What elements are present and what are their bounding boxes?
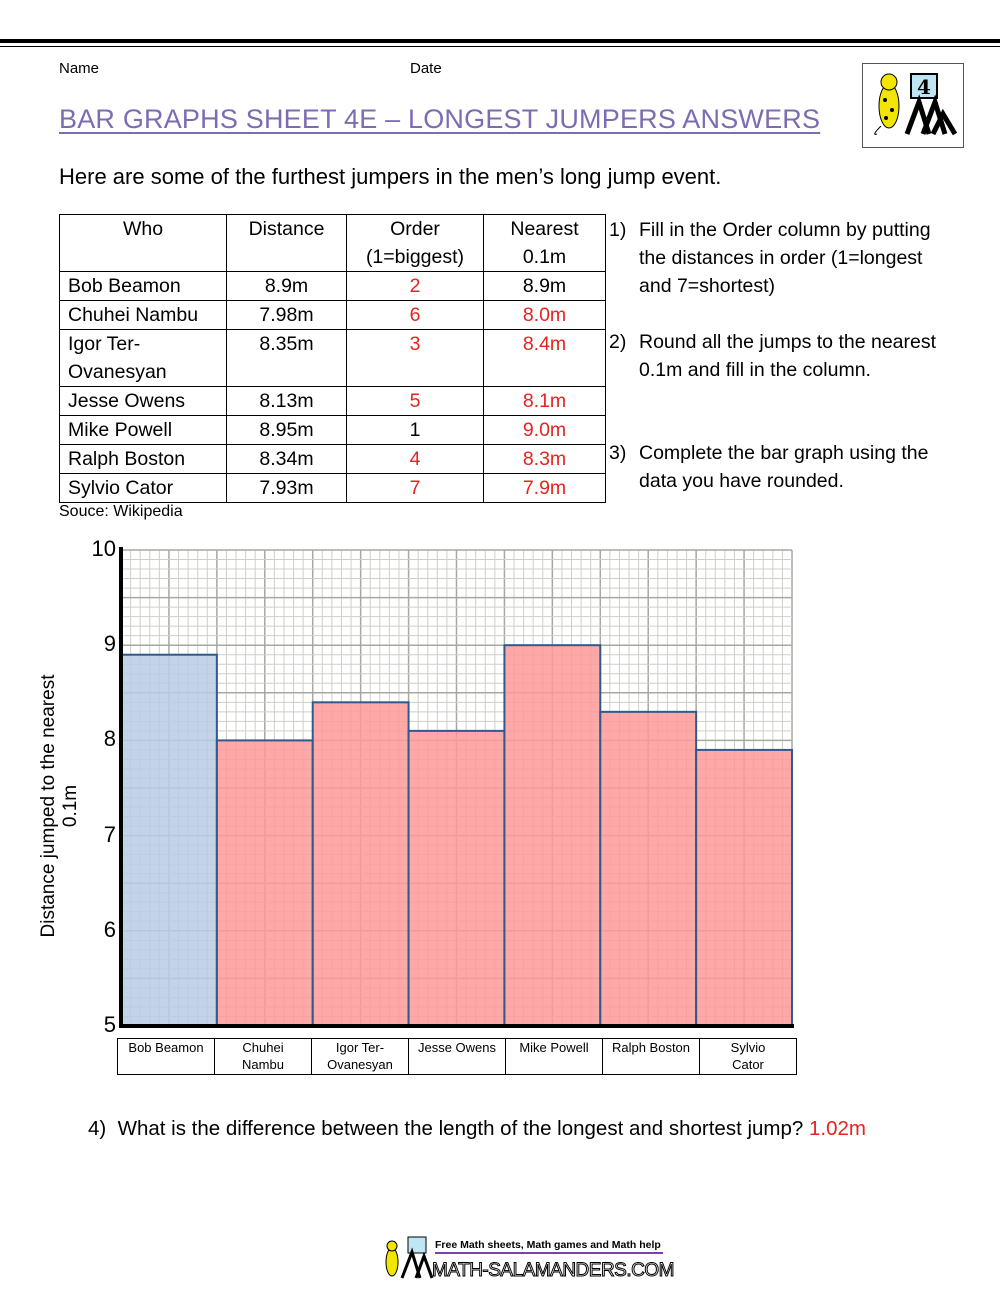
cell-distance: 7.93m <box>226 473 347 503</box>
question-number: 4) <box>88 1117 107 1140</box>
cell-distance: 8.35m <box>226 329 347 387</box>
x-tick-label: Ralph Boston <box>602 1038 700 1075</box>
answer-text: 1.02m <box>809 1117 866 1140</box>
top-rule <box>0 39 1000 43</box>
cell-nearest: 8.3m <box>483 444 606 474</box>
cell-who: Bob Beamon <box>59 271 227 301</box>
bar-sylvio-cator <box>695 748 794 1027</box>
bar-chart <box>119 547 794 1028</box>
instruction-text: Round all the jumps to the nearest 0.1m … <box>639 331 937 381</box>
cell-order: 1 <box>346 415 484 445</box>
cell-distance: 8.9m <box>226 271 347 301</box>
top-rule-thin <box>0 46 1000 47</box>
cell-nearest: 8.0m <box>483 300 606 330</box>
table-row: Igor Ter- Ovanesyan 8.35m 3 8.4m <box>59 329 606 387</box>
bar-igor-ter-ovanesyan <box>311 701 410 1027</box>
instruction-number: 3) <box>609 442 627 464</box>
y-tick-label: 10 <box>91 536 116 561</box>
table-row: Sylvio Cator 7.93m 7 7.9m <box>59 473 606 503</box>
bar-ralph-boston <box>599 710 698 1027</box>
name-label: Name <box>59 60 100 77</box>
date-label: Date <box>410 60 442 77</box>
grade-logo: 4 <box>862 63 964 148</box>
cell-who: Jesse Owens <box>59 386 227 416</box>
header-distance: Distance <box>226 214 347 272</box>
svg-text:4: 4 <box>917 75 931 99</box>
cell-who: Chuhei Nambu <box>59 300 227 330</box>
instruction-text: Complete the bar graph using the data yo… <box>639 442 929 492</box>
x-tick-label: Sylvio Cator <box>699 1038 797 1075</box>
y-tick-label: 7 <box>103 821 116 847</box>
question-text: What is the difference between the lengt… <box>117 1117 804 1140</box>
intro-text: Here are some of the furthest jumpers in… <box>59 164 722 189</box>
svg-text:Free Math sheets, Math games a: Free Math sheets, Math games and Math he… <box>435 1239 661 1251</box>
table-row: Ralph Boston 8.34m 4 8.3m <box>59 444 606 474</box>
cell-who: Igor Ter- Ovanesyan <box>59 329 227 387</box>
instruction-text: Fill in the Order column by putting the … <box>639 219 931 297</box>
table-row: Jesse Owens 8.13m 5 8.1m <box>59 386 606 416</box>
cell-nearest: 8.4m <box>483 329 606 387</box>
cell-who: Sylvio Cator <box>59 473 227 503</box>
svg-text:MATH-SALAMANDERS.COM: MATH-SALAMANDERS.COM <box>432 1260 674 1281</box>
x-tick-label: Jesse Owens <box>408 1038 506 1075</box>
header-who: Who <box>59 214 227 272</box>
source-note: Souce: Wikipedia <box>59 503 183 520</box>
jumpers-table: Who Distance Order (1=biggest) Nearest 0.1… <box>59 214 606 503</box>
bar-chuhei-nambu <box>215 739 314 1027</box>
cell-order: 7 <box>346 473 484 503</box>
instruction-number: 2) <box>609 331 627 353</box>
cell-who: Ralph Boston <box>59 444 227 474</box>
x-axis-labels: Bob Beamon Chuhei Nambu Igor Ter- Ovanesyan J… <box>117 1038 797 1075</box>
table-row: Chuhei Nambu 7.98m 6 8.0m <box>59 300 606 330</box>
cell-order: 3 <box>346 329 484 387</box>
cell-nearest: 8.9m <box>483 271 606 301</box>
footer-logo: Free Math sheets, Math games and Math he… <box>380 1234 675 1282</box>
bar-bob-beamon <box>120 653 218 1027</box>
instruction-number: 1) <box>609 219 627 241</box>
cell-nearest: 7.9m <box>483 473 606 503</box>
bar-jesse-owens <box>407 729 506 1027</box>
cell-distance: 7.98m <box>226 300 347 330</box>
cell-order: 4 <box>346 444 484 474</box>
y-tick-label: 5 <box>103 1012 116 1037</box>
cell-order: 5 <box>346 386 484 416</box>
cell-who: Mike Powell <box>59 415 227 445</box>
x-tick-label: Mike Powell <box>505 1038 603 1075</box>
question-4: 4) What is the difference between the le… <box>88 1117 866 1141</box>
bar-mike-powell <box>503 644 602 1027</box>
x-tick-label: Chuhei Nambu <box>214 1038 312 1075</box>
table-header-row: Who Distance Order (1=biggest) Nearest 0.1… <box>59 214 606 272</box>
cell-distance: 8.13m <box>226 386 347 416</box>
x-tick-label: Igor Ter- Ovanesyan <box>311 1038 409 1075</box>
cell-distance: 8.34m <box>226 444 347 474</box>
cell-distance: 8.95m <box>226 415 347 445</box>
y-tick-label: 6 <box>103 916 116 942</box>
table-row: Bob Beamon 8.9m 2 8.9m <box>59 271 606 301</box>
table-row: Mike Powell 8.95m 1 9.0m <box>59 415 606 445</box>
cell-order: 6 <box>346 300 484 330</box>
y-tick-label: 8 <box>103 726 116 752</box>
header-order: Order (1=biggest) <box>346 214 484 272</box>
cell-nearest: 9.0m <box>483 415 606 445</box>
cell-nearest: 8.1m <box>483 386 606 416</box>
x-tick-label: Bob Beamon <box>117 1038 215 1075</box>
cell-order: 2 <box>346 271 484 301</box>
y-tick-label: 9 <box>103 631 116 657</box>
page-title: BAR GRAPHS SHEET 4E – LONGEST JUMPERS AN… <box>59 104 821 134</box>
header-nearest: Nearest 0.1m <box>483 214 606 272</box>
